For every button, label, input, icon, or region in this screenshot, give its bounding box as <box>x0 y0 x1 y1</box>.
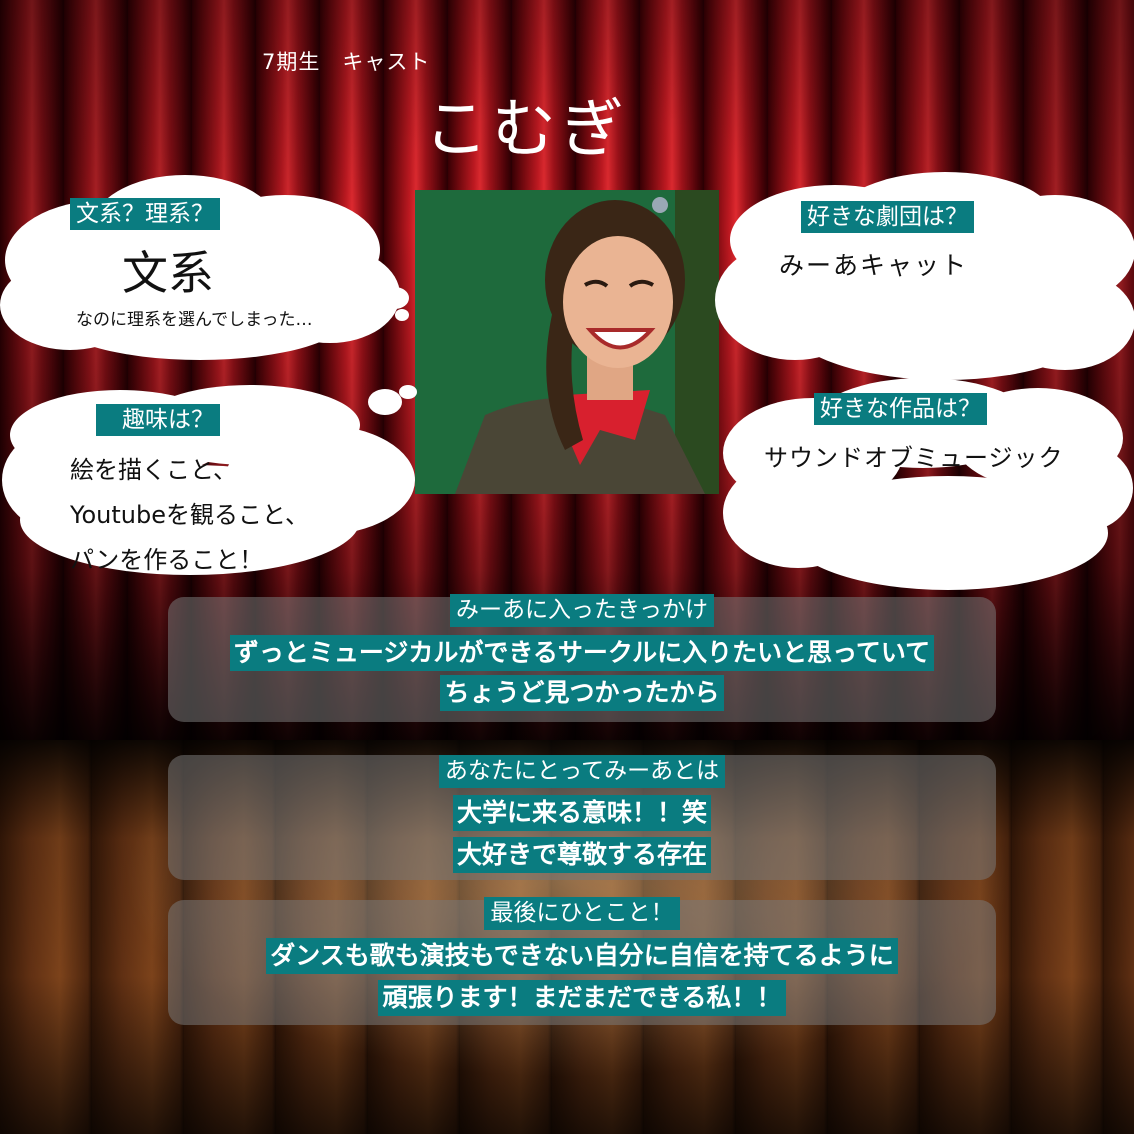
panel-text-line: 大学に来る意味！！笑 <box>452 795 711 831</box>
panel-title: あなたにとってみーあとは <box>438 755 726 788</box>
panel-title: みーあに入ったきっかけ <box>449 594 715 627</box>
panel-reason-joined: みーあに入ったきっかけ ずっとミュージカルができるサークルに入りたいと思っていて… <box>168 594 996 722</box>
hobby-line-1: 絵を描くこと、 <box>70 456 238 484</box>
troupe-answer: みーあキャット <box>779 251 969 280</box>
hobby-line-3: パンを作ること！ <box>70 546 264 574</box>
profile-photo <box>415 190 719 494</box>
panel-text-line: 大好きで尊敬する存在 <box>452 837 711 873</box>
panel-text-line: ずっとミュージカルができるサークルに入りたいと思っていて <box>229 635 935 671</box>
bunkei-answer: 文系 <box>122 246 214 300</box>
cloud-label-work: 好きな作品は？ <box>814 393 987 425</box>
panel-text-line: 頑張ります！まだまだできる私！！ <box>378 980 786 1016</box>
panel-what-miia-means: あなたにとってみーあとは 大学に来る意味！！笑 大好きで尊敬する存在 <box>168 755 996 880</box>
cloud-bunkei-rikei: 文系？理系？ 文系 なのに理系を選んでしまった… <box>0 175 420 375</box>
cloud-favorite-troupe: 好きな劇団は？ みーあキャット <box>715 170 1134 385</box>
panel-text-line: ダンスも歌も演技もできない自分に自信を持てるように <box>266 938 898 974</box>
work-answer: サウンドオブミュージック <box>764 444 1064 472</box>
cloud-label-hobby: 趣味は？ <box>96 404 220 436</box>
panel-title: 最後にひとこと！ <box>484 897 680 930</box>
cloud-favorite-work: 好きな作品は？ サウンドオブミュージック <box>718 378 1134 593</box>
bunkei-note: なのに理系を選んでしまった… <box>76 310 313 330</box>
cast-name: こむぎ <box>424 93 628 167</box>
panel-text-line: ちょうど見つかったから <box>440 675 724 711</box>
cloud-hobby: 趣味は？ 絵を描くこと、 Youtubeを観ること、 パンを作ること！ <box>0 380 420 580</box>
cloud-label-troupe: 好きな劇団は？ <box>801 201 974 233</box>
hobby-line-2: Youtubeを観ること、 <box>70 501 310 529</box>
panel-final-message: 最後にひとこと！ ダンスも歌も演技もできない自分に自信を持てるように 頑張ります… <box>168 897 996 1025</box>
cloud-label-bunkei: 文系？理系？ <box>70 198 220 230</box>
generation-subtitle: 7期生 キャスト <box>262 50 431 74</box>
